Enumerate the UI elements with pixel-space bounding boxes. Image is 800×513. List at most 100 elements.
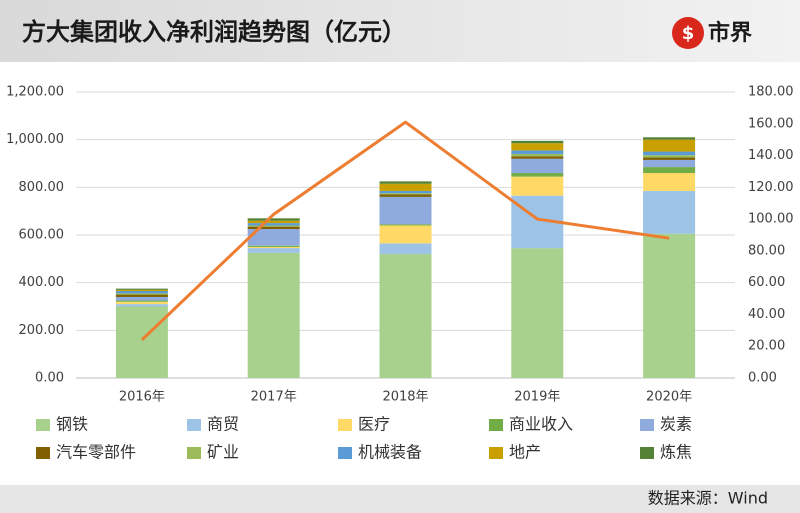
legend-swatch xyxy=(187,447,201,459)
legend-swatch xyxy=(187,419,201,431)
bar-segment xyxy=(511,173,564,177)
legend-swatch xyxy=(36,447,50,459)
legend-label: 钢铁 xyxy=(56,415,88,434)
y-tick-label: 600.00 xyxy=(19,228,65,243)
legend-swatch xyxy=(640,447,654,459)
y2-tick-label: 40.00 xyxy=(748,307,785,322)
bar-segment xyxy=(511,140,564,144)
x-tick-label: 2019年 xyxy=(514,390,560,405)
legend-swatch xyxy=(36,419,50,431)
bar-segment xyxy=(511,176,564,196)
y2-tick-label: 80.00 xyxy=(748,243,785,258)
bar-segment xyxy=(115,304,168,307)
bar-segment xyxy=(247,229,300,246)
y2-tick-label: 160.00 xyxy=(748,116,794,131)
legend-swatch xyxy=(489,419,503,431)
logo-icon xyxy=(672,17,704,49)
bar-segment xyxy=(511,158,564,174)
bar-segment xyxy=(643,167,696,174)
bar-segment xyxy=(379,181,432,184)
legend-label: 汽车零部件 xyxy=(56,443,136,462)
x-tick-label: 2017年 xyxy=(251,390,297,405)
legend-label: 地产 xyxy=(509,443,541,462)
legend-label: 矿业 xyxy=(207,443,239,462)
bar-segment xyxy=(115,306,168,378)
bar-segment xyxy=(115,296,168,301)
bar-segment xyxy=(379,254,432,378)
bar-segment xyxy=(247,225,300,227)
bar-segment xyxy=(511,150,564,154)
bar-segment xyxy=(379,196,432,225)
x-tick-label: 2020年 xyxy=(646,390,692,405)
y2-tick-label: 0.00 xyxy=(748,371,777,386)
source-note: 数据来源：Wind xyxy=(648,489,768,508)
header-band xyxy=(0,0,800,62)
x-tick-label: 2016年 xyxy=(119,390,165,405)
bar-segment xyxy=(643,233,696,378)
bar-segment xyxy=(115,293,168,295)
bar-segment xyxy=(115,291,168,294)
y-tick-label: 1,200.00 xyxy=(6,85,64,100)
bar-segment xyxy=(247,218,300,221)
legend-swatch xyxy=(489,447,503,459)
y-tick-label: 400.00 xyxy=(19,275,65,290)
legend-label: 炭素 xyxy=(660,415,692,434)
y-tick-label: 0.00 xyxy=(35,371,64,386)
chart-title: 方大集团收入净利润趋势图（亿元） xyxy=(22,18,406,46)
legend-swatch xyxy=(640,419,654,431)
bar-segment xyxy=(511,153,564,157)
bar-segment xyxy=(247,223,300,226)
legend-swatch xyxy=(338,447,352,459)
bar-segment xyxy=(379,190,432,194)
bar-segment xyxy=(247,246,300,249)
bar-segment xyxy=(643,173,696,191)
y2-tick-label: 100.00 xyxy=(748,212,794,227)
y2-tick-label: 140.00 xyxy=(748,148,794,163)
bar-segment xyxy=(379,225,432,244)
bar-segment xyxy=(511,248,564,378)
bar-segment xyxy=(115,288,168,290)
bar-segment xyxy=(379,183,432,191)
bar-segment xyxy=(247,252,300,378)
bar-segment xyxy=(379,194,432,197)
bar-segment xyxy=(115,289,168,292)
legend-label: 商贸 xyxy=(207,415,239,434)
bar-segment xyxy=(247,245,300,247)
y2-tick-label: 20.00 xyxy=(748,339,785,354)
bar-segment xyxy=(643,157,696,160)
logo-text: 市界 xyxy=(708,20,752,46)
logo-glyph: $ xyxy=(682,23,695,44)
bar-segment xyxy=(379,193,432,195)
bar-segment xyxy=(247,220,300,224)
bar-segment xyxy=(115,300,168,302)
bar-segment xyxy=(115,294,168,297)
y2-tick-label: 60.00 xyxy=(748,275,785,290)
y2-tick-label: 120.00 xyxy=(748,180,794,195)
bar-segment xyxy=(643,155,696,158)
bar-segment xyxy=(643,159,696,168)
y2-tick-label: 180.00 xyxy=(748,85,794,100)
bar-segment xyxy=(247,248,300,253)
bar-segment xyxy=(643,137,696,140)
legend-label: 机械装备 xyxy=(358,443,422,462)
line-series xyxy=(140,120,670,341)
footer-band xyxy=(0,485,800,513)
legend-label: 炼焦 xyxy=(660,443,692,462)
y-tick-label: 1,000.00 xyxy=(6,132,64,147)
bar-segment xyxy=(643,190,696,234)
legend-label: 商业收入 xyxy=(509,415,573,434)
bar-segment xyxy=(115,301,168,305)
bar-segment xyxy=(379,243,432,255)
y-tick-label: 200.00 xyxy=(19,323,65,338)
bar-segment xyxy=(643,151,696,156)
x-tick-label: 2018年 xyxy=(382,390,428,405)
bar-segment xyxy=(643,139,696,152)
y-tick-label: 800.00 xyxy=(19,180,65,195)
legend-swatch xyxy=(338,419,352,431)
bar-segment xyxy=(511,143,564,151)
bar-segment xyxy=(379,224,432,226)
bar-segment xyxy=(247,226,300,230)
bar-segment xyxy=(511,156,564,159)
legend-label: 医疗 xyxy=(358,415,390,434)
